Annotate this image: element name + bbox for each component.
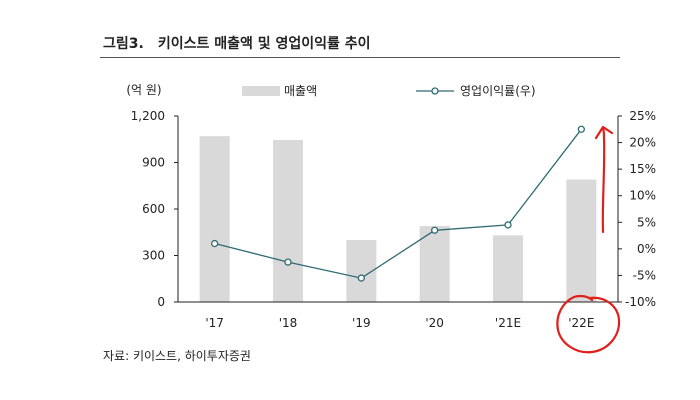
- x-tick-label: '22E: [568, 316, 594, 330]
- legend-bar-label: 매출액: [284, 84, 317, 98]
- left-tick-label: 1,200: [131, 109, 165, 123]
- left-tick-label: 0: [157, 295, 165, 309]
- margin-point-2: [284, 258, 292, 266]
- annotation-arrow: [594, 125, 614, 234]
- left-tick-label: 300: [142, 249, 165, 263]
- x-tick-label: '21E: [495, 316, 521, 330]
- figure-title-text: 키이스트 매출액 및 영업이익률 추이: [157, 36, 371, 52]
- x-tick-label: '20: [425, 316, 444, 330]
- right-tick-label: -10%: [625, 295, 656, 309]
- annotation-circle: [556, 294, 621, 354]
- x-tick-label: '18: [279, 316, 298, 330]
- bar-2: [273, 140, 303, 302]
- bar-4: [419, 226, 450, 302]
- legend-line-marker: [431, 87, 439, 95]
- right-tick-label: -5%: [633, 268, 656, 282]
- margin-point-4: [431, 226, 439, 234]
- x-tick-label: '19: [352, 316, 371, 330]
- title-rule: [100, 57, 620, 58]
- source-note: 자료: 키이스트, 하이투자증권: [103, 349, 251, 363]
- operating-margin-line: [214, 128, 582, 279]
- right-tick-label: 15%: [629, 162, 656, 176]
- figure-number: 그림3.: [103, 36, 144, 52]
- bar-5: [493, 235, 523, 302]
- margin-point-3: [357, 274, 365, 282]
- bar-1: [199, 136, 230, 302]
- legend-line-label: 영업이익률(우): [460, 84, 536, 98]
- legend-bar-swatch: [242, 86, 280, 96]
- x-tick-label: '17: [205, 316, 224, 330]
- left-tick-label: 600: [142, 202, 165, 216]
- margin-point-1: [211, 239, 219, 248]
- right-tick-label: 0%: [637, 242, 656, 256]
- margin-point-5: [504, 221, 512, 229]
- right-tick-label: 10%: [629, 189, 656, 203]
- right-tick-label: 20%: [629, 136, 656, 150]
- margin-point-6: [577, 125, 585, 133]
- right-tick-label: 5%: [637, 215, 656, 229]
- figure-title: 그림3. 키이스트 매출액 및 영업이익률 추이: [103, 33, 371, 53]
- right-tick-label: 25%: [629, 109, 656, 123]
- left-axis-unit-label: (억 원): [126, 83, 161, 97]
- left-tick-label: 900: [142, 156, 165, 170]
- bar-6: [566, 179, 597, 302]
